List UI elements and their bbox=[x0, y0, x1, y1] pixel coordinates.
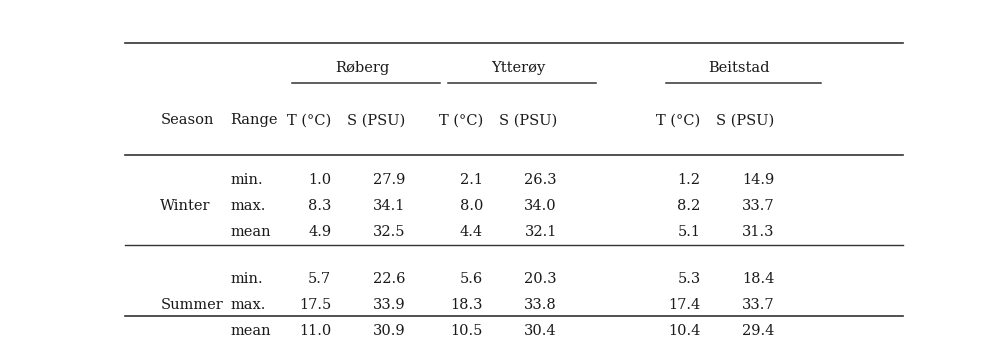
Text: 31.3: 31.3 bbox=[741, 225, 774, 239]
Text: 32.5: 32.5 bbox=[373, 225, 405, 239]
Text: max.: max. bbox=[230, 199, 266, 213]
Text: 18.4: 18.4 bbox=[741, 272, 774, 286]
Text: 8.2: 8.2 bbox=[676, 199, 699, 213]
Text: 8.0: 8.0 bbox=[459, 199, 483, 213]
Text: S (PSU): S (PSU) bbox=[347, 113, 405, 127]
Text: 14.9: 14.9 bbox=[741, 173, 774, 187]
Text: 34.0: 34.0 bbox=[524, 199, 556, 213]
Text: 4.4: 4.4 bbox=[459, 225, 483, 239]
Text: 1.0: 1.0 bbox=[308, 173, 331, 187]
Text: max.: max. bbox=[230, 298, 266, 312]
Text: min.: min. bbox=[230, 272, 263, 286]
Text: 33.8: 33.8 bbox=[523, 298, 556, 312]
Text: Season: Season bbox=[160, 113, 213, 127]
Text: 4.9: 4.9 bbox=[308, 225, 331, 239]
Text: 32.1: 32.1 bbox=[524, 225, 556, 239]
Text: 29.4: 29.4 bbox=[741, 324, 774, 338]
Text: 34.1: 34.1 bbox=[373, 199, 405, 213]
Text: min.: min. bbox=[230, 173, 263, 187]
Text: 5.3: 5.3 bbox=[676, 272, 699, 286]
Text: 33.7: 33.7 bbox=[741, 298, 774, 312]
Text: mean: mean bbox=[230, 225, 271, 239]
Text: S (PSU): S (PSU) bbox=[715, 113, 774, 127]
Text: 30.4: 30.4 bbox=[524, 324, 556, 338]
Text: Røberg: Røberg bbox=[335, 61, 389, 75]
Text: 2.1: 2.1 bbox=[460, 173, 483, 187]
Text: Winter: Winter bbox=[160, 199, 210, 213]
Text: 22.6: 22.6 bbox=[373, 272, 405, 286]
Text: 5.7: 5.7 bbox=[308, 272, 331, 286]
Text: 20.3: 20.3 bbox=[524, 272, 556, 286]
Text: 17.4: 17.4 bbox=[667, 298, 699, 312]
Text: 30.9: 30.9 bbox=[372, 324, 405, 338]
Text: 33.7: 33.7 bbox=[741, 199, 774, 213]
Text: 5.1: 5.1 bbox=[677, 225, 699, 239]
Text: mean: mean bbox=[230, 324, 271, 338]
Text: Summer: Summer bbox=[160, 298, 222, 312]
Text: T (°C): T (°C) bbox=[287, 113, 331, 127]
Text: 8.3: 8.3 bbox=[308, 199, 331, 213]
Text: S (PSU): S (PSU) bbox=[498, 113, 556, 127]
Text: 27.9: 27.9 bbox=[373, 173, 405, 187]
Text: Beitstad: Beitstad bbox=[708, 61, 770, 75]
Text: 10.4: 10.4 bbox=[667, 324, 699, 338]
Text: Range: Range bbox=[230, 113, 278, 127]
Text: 18.3: 18.3 bbox=[450, 298, 483, 312]
Text: T (°C): T (°C) bbox=[438, 113, 483, 127]
Text: 5.6: 5.6 bbox=[459, 272, 483, 286]
Text: 10.5: 10.5 bbox=[450, 324, 483, 338]
Text: T (°C): T (°C) bbox=[655, 113, 699, 127]
Text: 26.3: 26.3 bbox=[524, 173, 556, 187]
Text: 1.2: 1.2 bbox=[677, 173, 699, 187]
Text: Ytterøy: Ytterøy bbox=[490, 61, 544, 75]
Text: 11.0: 11.0 bbox=[299, 324, 331, 338]
Text: 33.9: 33.9 bbox=[372, 298, 405, 312]
Text: 17.5: 17.5 bbox=[299, 298, 331, 312]
